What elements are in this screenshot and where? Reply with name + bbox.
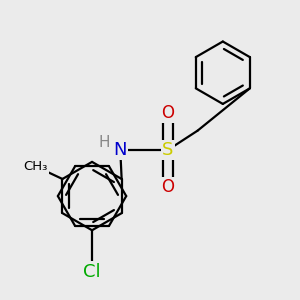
Text: O: O: [161, 178, 174, 196]
Text: S: S: [162, 141, 173, 159]
Text: O: O: [161, 104, 174, 122]
Text: H: H: [98, 135, 110, 150]
Text: CH₃: CH₃: [23, 160, 48, 173]
Text: Cl: Cl: [83, 263, 101, 281]
Text: N: N: [113, 141, 127, 159]
